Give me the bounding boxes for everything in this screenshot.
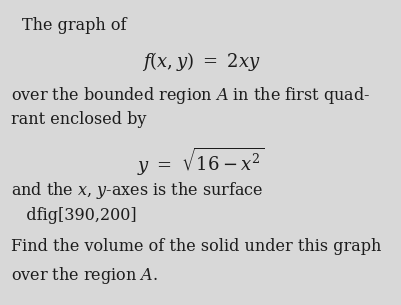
- Text: over the region $A$.: over the region $A$.: [11, 265, 158, 286]
- Text: dfig[390,200]: dfig[390,200]: [11, 207, 137, 224]
- Text: The graph of: The graph of: [22, 17, 126, 34]
- Text: Find the volume of the solid under this graph: Find the volume of the solid under this …: [11, 238, 381, 255]
- Text: $f(x,y)\ =\ 2xy$: $f(x,y)\ =\ 2xy$: [142, 50, 259, 73]
- Text: $y\ =\ \sqrt{16-x^2}$: $y\ =\ \sqrt{16-x^2}$: [137, 146, 264, 178]
- Text: rant enclosed by: rant enclosed by: [11, 111, 146, 128]
- Text: over the bounded region $A$ in the first quad-: over the bounded region $A$ in the first…: [11, 85, 369, 106]
- Text: and the $x$, $y$-axes is the surface: and the $x$, $y$-axes is the surface: [11, 180, 263, 201]
